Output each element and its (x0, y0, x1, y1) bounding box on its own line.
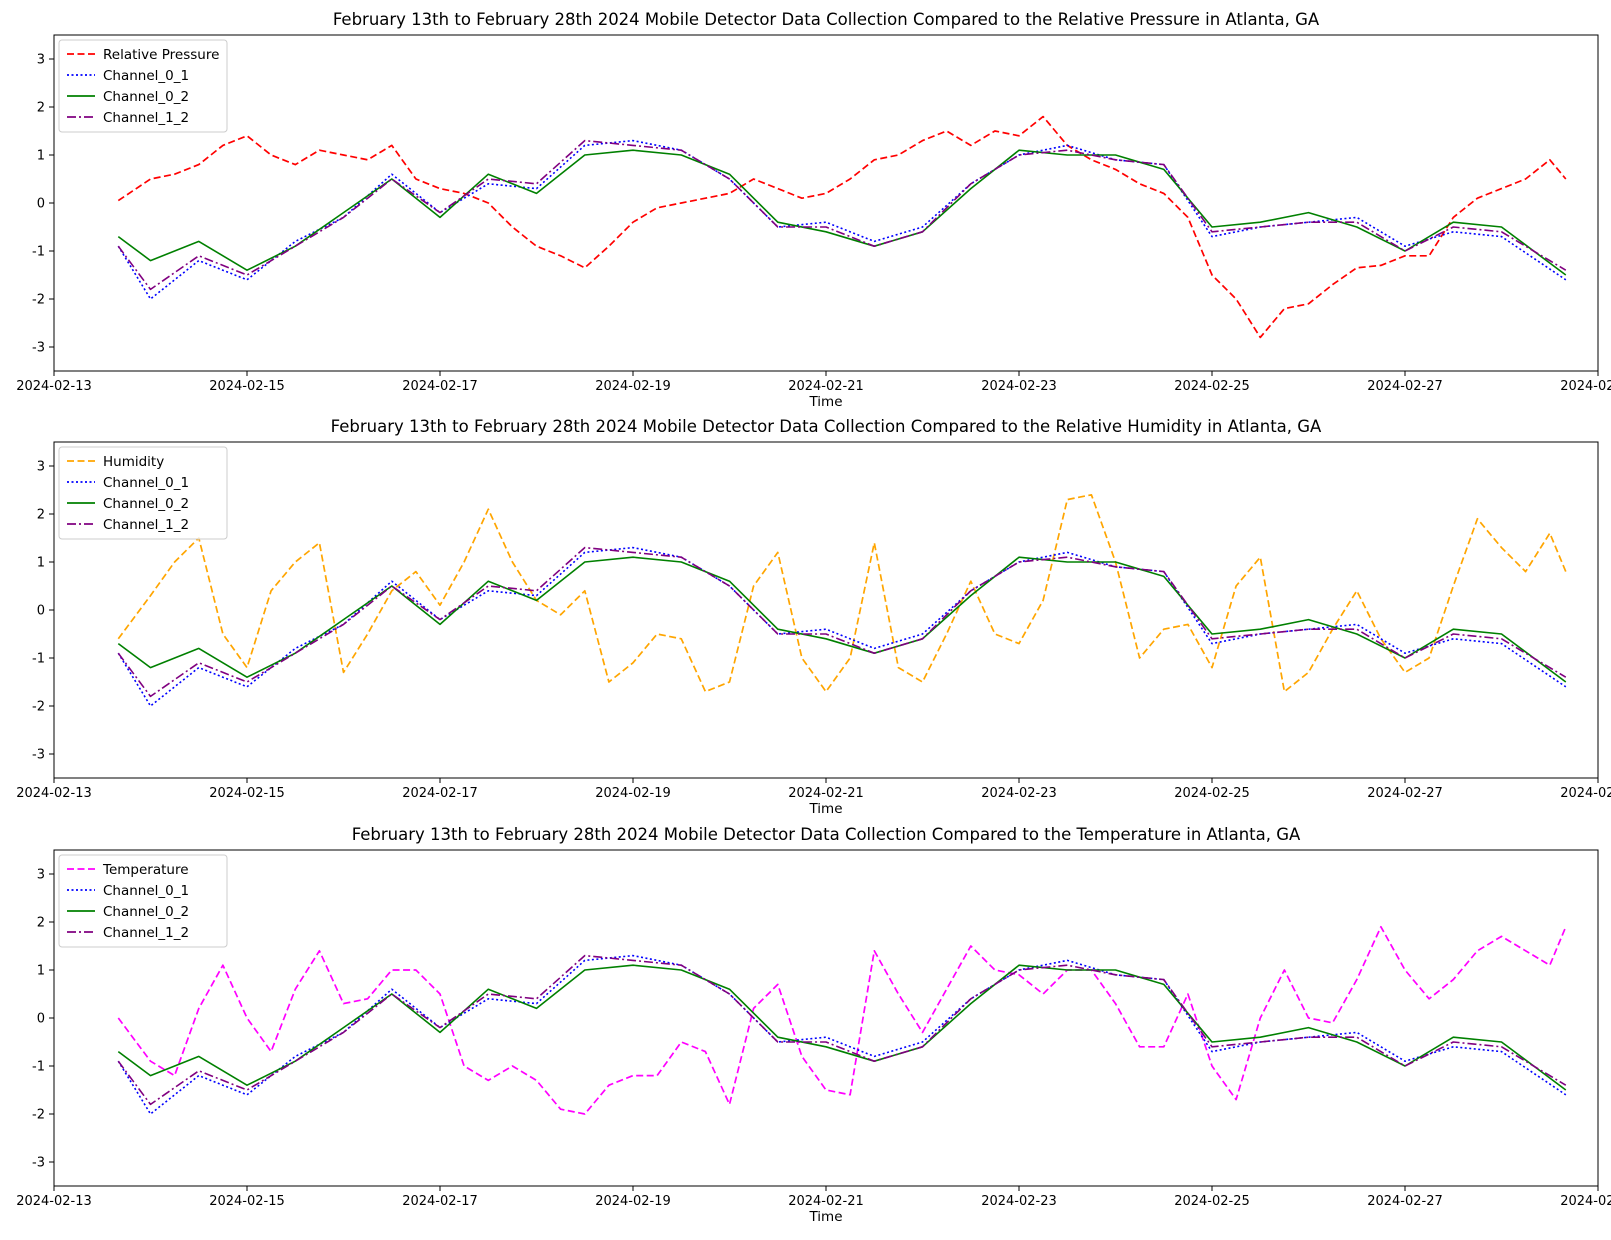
series-line-channel-0-1 (117, 139, 1567, 300)
series-group (117, 493, 1567, 707)
chart-title: February 13th to February 28th 2024 Mobi… (331, 417, 1322, 436)
plot-frame (53, 441, 1599, 779)
series-line-temperature (117, 925, 1567, 1115)
y-tick-label: -3 (32, 341, 45, 356)
y-tick-label: -3 (32, 1156, 45, 1171)
y-tick-label: 0 (37, 197, 45, 212)
series-line-humidity (117, 493, 1567, 693)
legend-label-channel-1-2: Channel_1_2 (103, 110, 189, 126)
y-tick-label: -2 (32, 1108, 45, 1123)
legend-label-channel-0-2: Channel_0_2 (103, 904, 189, 920)
x-tick-label: 2024-02-21 (788, 1194, 864, 1209)
y-tick-label: 1 (37, 964, 45, 979)
x-tick-label: 2024-02-27 (1367, 1194, 1443, 1209)
plot-frame (53, 849, 1599, 1187)
series-group (117, 115, 1567, 339)
x-tick-label: 2024-02-13 (16, 379, 92, 394)
legend-label-channel-1-2: Channel_1_2 (103, 925, 189, 941)
x-tick-label: 2024-02-23 (981, 786, 1057, 801)
legend-label-channel-0-2: Channel_0_2 (103, 89, 189, 105)
x-tick-label: 2024-02-15 (209, 379, 285, 394)
legend-label-channel-0-1: Channel_0_1 (103, 68, 189, 84)
plot-frame (53, 34, 1599, 372)
x-tick-label: 2024-02-13 (16, 786, 92, 801)
x-tick-label: 2024-02-21 (788, 786, 864, 801)
legend-label-channel-0-2: Channel_0_2 (103, 496, 189, 512)
y-tick-label: 1 (37, 149, 45, 164)
x-tick-label: 2024-02-21 (788, 379, 864, 394)
y-tick-label: 0 (37, 604, 45, 619)
y-tick-label: -2 (32, 293, 45, 308)
y-tick-label: 2 (37, 508, 45, 523)
x-tick-label: 2024-02-29 (1560, 786, 1611, 801)
x-tick-label: 2024-02-27 (1367, 379, 1443, 394)
x-tick-label: 2024-02-27 (1367, 786, 1443, 801)
legend-label-humidity: Humidity (103, 454, 164, 470)
x-tick-label: 2024-02-23 (981, 1194, 1057, 1209)
x-tick-label: 2024-02-15 (209, 786, 285, 801)
legend: Temperature Channel_0_1 Channel_0_2 Channel… (58, 854, 228, 948)
series-line-channel-1-2 (117, 546, 1567, 698)
legend-box (58, 39, 228, 133)
legend: Relative Pressure Channel_0_1 Channel_0_2 C… (58, 39, 228, 133)
legend-label-channel-0-1: Channel_0_1 (103, 475, 189, 491)
y-tick-label: 3 (37, 53, 45, 68)
series-line-channel-0-2 (117, 149, 1567, 276)
legend-box (58, 854, 228, 948)
legend-box (58, 446, 228, 540)
y-tick-label: 3 (37, 868, 45, 883)
x-axis-label: Time (808, 801, 842, 817)
y-tick-label: -2 (32, 700, 45, 715)
x-axis-label: Time (808, 394, 842, 410)
series-line-channel-1-2 (117, 954, 1567, 1106)
legend-label-channel-1-2: Channel_1_2 (103, 517, 189, 533)
y-tick-label: 0 (37, 1012, 45, 1027)
x-tick-label: 2024-02-17 (402, 786, 478, 801)
y-tick-label: -3 (32, 748, 45, 763)
x-tick-label: 2024-02-19 (595, 1194, 671, 1209)
series-line-relative-pressure (117, 115, 1567, 339)
x-tick-label: 2024-02-17 (402, 379, 478, 394)
series-group (117, 925, 1567, 1115)
chart-panel-1: February 13th to February 28th 2024 Mobi… (16, 10, 1611, 410)
y-tick-label: -1 (32, 652, 45, 667)
series-line-channel-1-2 (117, 139, 1567, 291)
series-line-channel-0-2 (117, 556, 1567, 683)
x-axis-label: Time (808, 1209, 842, 1225)
y-tick-label: 2 (37, 916, 45, 931)
chart-title: February 13th to February 28th 2024 Mobi… (352, 825, 1301, 844)
chart-panel-2: February 13th to February 28th 2024 Mobi… (16, 417, 1611, 817)
legend: Humidity Channel_0_1 Channel_0_2 Channel_1_… (58, 446, 228, 540)
legend-label-channel-0-1: Channel_0_1 (103, 883, 189, 899)
x-tick-label: 2024-02-19 (595, 786, 671, 801)
chart-title: February 13th to February 28th 2024 Mobi… (333, 10, 1320, 29)
y-tick-label: -1 (32, 1060, 45, 1075)
y-tick-label: 3 (37, 460, 45, 475)
x-tick-label: 2024-02-17 (402, 1194, 478, 1209)
x-tick-label: 2024-02-29 (1560, 379, 1611, 394)
series-line-channel-0-1 (117, 954, 1567, 1115)
x-tick-label: 2024-02-19 (595, 379, 671, 394)
legend-label-temperature: Temperature (102, 862, 189, 878)
x-tick-label: 2024-02-29 (1560, 1194, 1611, 1209)
x-tick-label: 2024-02-23 (981, 379, 1057, 394)
x-tick-label: 2024-02-25 (1174, 786, 1250, 801)
x-tick-label: 2024-02-25 (1174, 1194, 1250, 1209)
x-tick-label: 2024-02-15 (209, 1194, 285, 1209)
y-tick-label: 1 (37, 556, 45, 571)
series-line-channel-0-2 (117, 964, 1567, 1091)
x-tick-label: 2024-02-13 (16, 1194, 92, 1209)
y-tick-label: 2 (37, 101, 45, 116)
y-tick-label: -1 (32, 245, 45, 260)
x-tick-label: 2024-02-25 (1174, 379, 1250, 394)
chart-panel-3: February 13th to February 28th 2024 Mobi… (16, 825, 1611, 1225)
legend-label-relative-pressure: Relative Pressure (103, 47, 219, 63)
